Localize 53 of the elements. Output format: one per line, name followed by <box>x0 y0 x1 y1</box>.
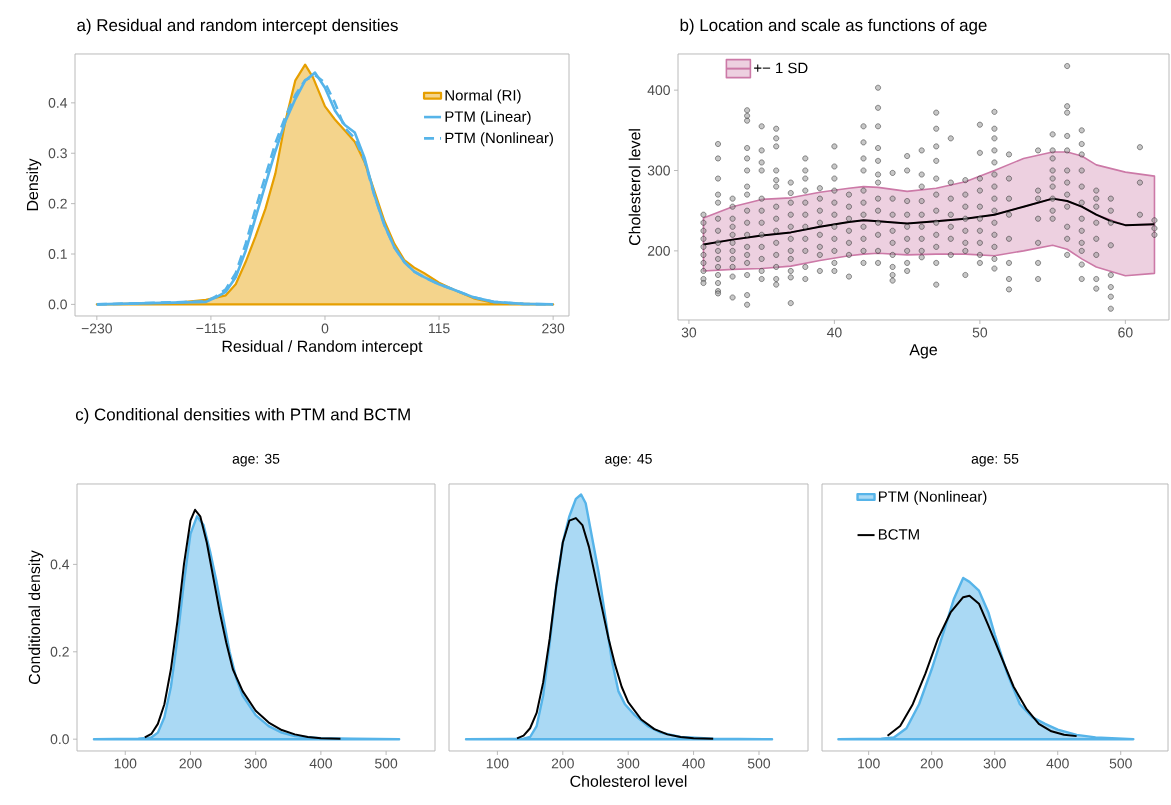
x-tick-label: 100 <box>486 758 509 769</box>
x-tick-label: 500 <box>375 758 398 769</box>
y-tick-label: 300 <box>647 165 670 176</box>
legend-label: BCTM <box>878 529 919 540</box>
x-tick-label: 400 <box>1046 758 1069 769</box>
text: c) Conditional densities with PTM and BCTM <box>75 408 410 424</box>
y-tick-label: 0.0 <box>50 734 69 745</box>
x-tick-label: 300 <box>617 758 640 769</box>
y-tick-label: 0.2 <box>48 198 67 209</box>
y-tick-label: 0.3 <box>48 148 67 159</box>
y-tick-label: 0.1 <box>48 249 67 259</box>
x-tick-label: 400 <box>682 758 705 769</box>
x-tick-label: 115 <box>429 323 450 334</box>
x-axis-title: Residual / Random intercept <box>222 340 423 356</box>
x-tick-label: 100 <box>858 758 880 769</box>
y-tick-label: 0.2 <box>50 646 69 657</box>
x-tick-label: −115 <box>196 323 226 334</box>
x-axis-title: Cholesterol level <box>570 775 687 787</box>
y-axis-title: Conditional density <box>28 550 44 685</box>
x-tick-label: 200 <box>920 758 943 769</box>
x-tick-label: 230 <box>542 323 565 334</box>
x-tick-label: 200 <box>551 758 574 769</box>
chart-title: a) Residual and random intercept densities <box>77 18 398 35</box>
x-tick-label: 500 <box>747 758 771 769</box>
y-tick-label: 0.0 <box>48 299 67 310</box>
x-tick-label: 40 <box>826 327 842 338</box>
x-tick-label: 300 <box>983 758 1006 769</box>
y-tick-label: 400 <box>647 85 670 96</box>
chart-title: b) Location and scale as functions of age <box>680 18 987 35</box>
chart-title: age: 45 <box>605 454 652 467</box>
legend-label: Normal (RI) <box>445 89 521 104</box>
y-axis-title: Cholesterol level <box>628 129 641 246</box>
y-tick-label: 200 <box>647 245 670 256</box>
legend-label: PTM (Nonlinear) <box>878 490 987 505</box>
x-tick-label: 60 <box>1118 327 1133 338</box>
chart-title: age: 55 <box>971 454 1019 467</box>
legend-label: +− 1 SD <box>754 62 808 74</box>
y-axis-title: Density <box>26 158 42 211</box>
x-axis-title: Age <box>909 344 937 359</box>
x-tick-label: 400 <box>309 758 332 769</box>
x-tick-label: 500 <box>1109 758 1132 769</box>
x-tick-label: 300 <box>244 758 267 769</box>
x-tick-label: 100 <box>114 758 137 769</box>
x-tick-label: 0 <box>321 323 329 334</box>
chart-title: age: 35 <box>232 453 280 467</box>
legend-label: PTM (Linear) <box>445 110 531 125</box>
x-tick-label: 30 <box>681 327 697 338</box>
y-tick-label: 0.4 <box>50 559 70 570</box>
x-tick-label: −230 <box>81 323 112 334</box>
x-tick-label: 200 <box>179 758 202 769</box>
legend-label: PTM (Nonlinear) <box>445 132 553 147</box>
x-tick-label: 50 <box>972 327 988 338</box>
y-tick-label: 0.4 <box>48 97 68 108</box>
